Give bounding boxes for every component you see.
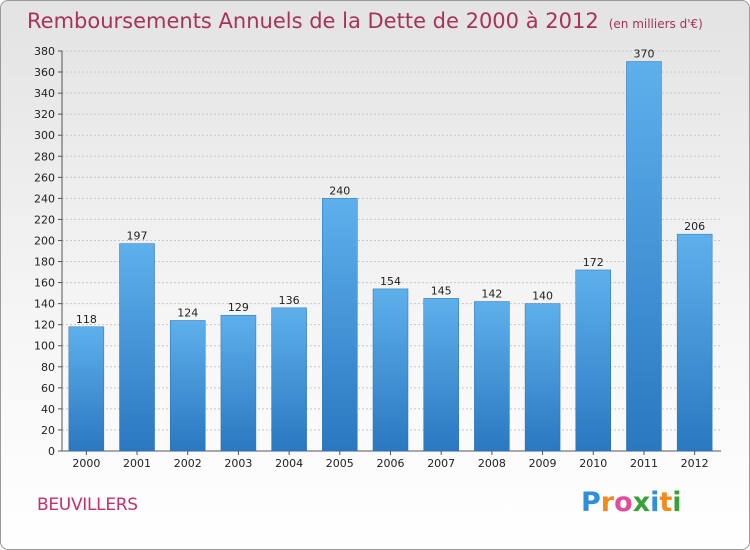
x-tick-label: 2011 <box>630 457 658 470</box>
y-tick-label: 260 <box>34 171 55 184</box>
y-tick-label: 340 <box>34 87 55 100</box>
y-tick-label: 360 <box>34 66 55 79</box>
bar[interactable] <box>220 314 257 452</box>
bar[interactable] <box>271 307 307 452</box>
y-tick-label: 300 <box>34 129 55 142</box>
bar[interactable] <box>524 303 561 452</box>
x-axis: 2000 2001 2002 2003 2004 2005 2006 2007 2008 2009… <box>72 451 709 470</box>
chart-title-text: Remboursements Annuels de la Dette de 20… <box>27 9 599 33</box>
logo-letter: P <box>581 487 601 518</box>
logo-letter: o <box>614 487 633 518</box>
logo-letter: i <box>650 487 660 518</box>
value-label: 124 <box>177 306 198 319</box>
bars <box>68 61 713 452</box>
x-tick-label: 2006 <box>377 457 405 470</box>
y-tick-label: 280 <box>34 150 55 163</box>
x-tick-label: 2008 <box>478 457 506 470</box>
bar[interactable] <box>68 326 105 452</box>
value-label: 206 <box>684 220 705 233</box>
value-label: 145 <box>431 284 452 297</box>
x-tick-label: 2004 <box>275 457 303 470</box>
logo-letter: x <box>632 487 651 518</box>
bar[interactable] <box>169 320 206 452</box>
chart-title: Remboursements Annuels de la Dette de 20… <box>27 9 703 33</box>
x-tick-label: 2007 <box>427 457 455 470</box>
value-label: 129 <box>228 301 249 314</box>
x-tick-label: 2012 <box>681 457 709 470</box>
y-tick-label: 80 <box>41 361 55 374</box>
value-label: 172 <box>583 256 604 269</box>
bar[interactable] <box>372 288 409 452</box>
x-tick-label: 2005 <box>326 457 354 470</box>
bar[interactable] <box>474 301 510 452</box>
y-tick-label: 320 <box>34 108 55 121</box>
value-label: 140 <box>532 290 553 303</box>
value-label: 142 <box>481 288 502 301</box>
y-tick-label: 200 <box>34 234 55 247</box>
x-tick-label: 2002 <box>174 457 202 470</box>
y-tick-label: 100 <box>34 340 55 353</box>
y-tick-label: 60 <box>41 382 55 395</box>
bar[interactable] <box>322 198 358 452</box>
unit-note: (en milliers d'€) <box>608 17 703 31</box>
bar[interactable] <box>575 269 612 452</box>
bar[interactable] <box>119 243 155 452</box>
x-tick-label: 2010 <box>579 457 607 470</box>
x-tick-label: 2003 <box>224 457 252 470</box>
y-tick-label: 220 <box>34 213 55 226</box>
y-tick-label: 240 <box>34 192 55 205</box>
y-tick-label: 140 <box>34 298 55 311</box>
y-tick-label: 40 <box>41 403 55 416</box>
y-tick-label: 20 <box>41 424 55 437</box>
commune-name: BEUVILLERS <box>37 495 138 515</box>
x-tick-label: 2001 <box>123 457 151 470</box>
logo-letter: i <box>672 487 682 518</box>
bar[interactable] <box>626 61 662 452</box>
value-label: 154 <box>380 275 401 288</box>
value-labels: 118 197 124 129 136 240 154 145 142 140 172 370 206 <box>76 48 705 326</box>
logo-letter: r <box>600 487 615 518</box>
y-tick-label: 380 <box>34 45 55 58</box>
y-tick-label: 120 <box>34 319 55 332</box>
y-tick-label: 160 <box>34 277 55 290</box>
value-label: 370 <box>633 48 654 61</box>
bar[interactable] <box>423 298 459 452</box>
x-tick-label: 2000 <box>72 457 100 470</box>
x-tick-label: 2009 <box>529 457 557 470</box>
value-label: 136 <box>279 294 300 307</box>
y-tick-label: 0 <box>48 445 55 458</box>
y-tick-label: 180 <box>34 256 55 269</box>
value-label: 240 <box>329 184 350 197</box>
proxiti-logo[interactable]: Proxiti <box>581 487 682 518</box>
value-label: 118 <box>76 313 97 326</box>
value-label: 197 <box>127 230 148 243</box>
bar[interactable] <box>676 233 713 452</box>
logo-letter: t <box>659 487 673 518</box>
